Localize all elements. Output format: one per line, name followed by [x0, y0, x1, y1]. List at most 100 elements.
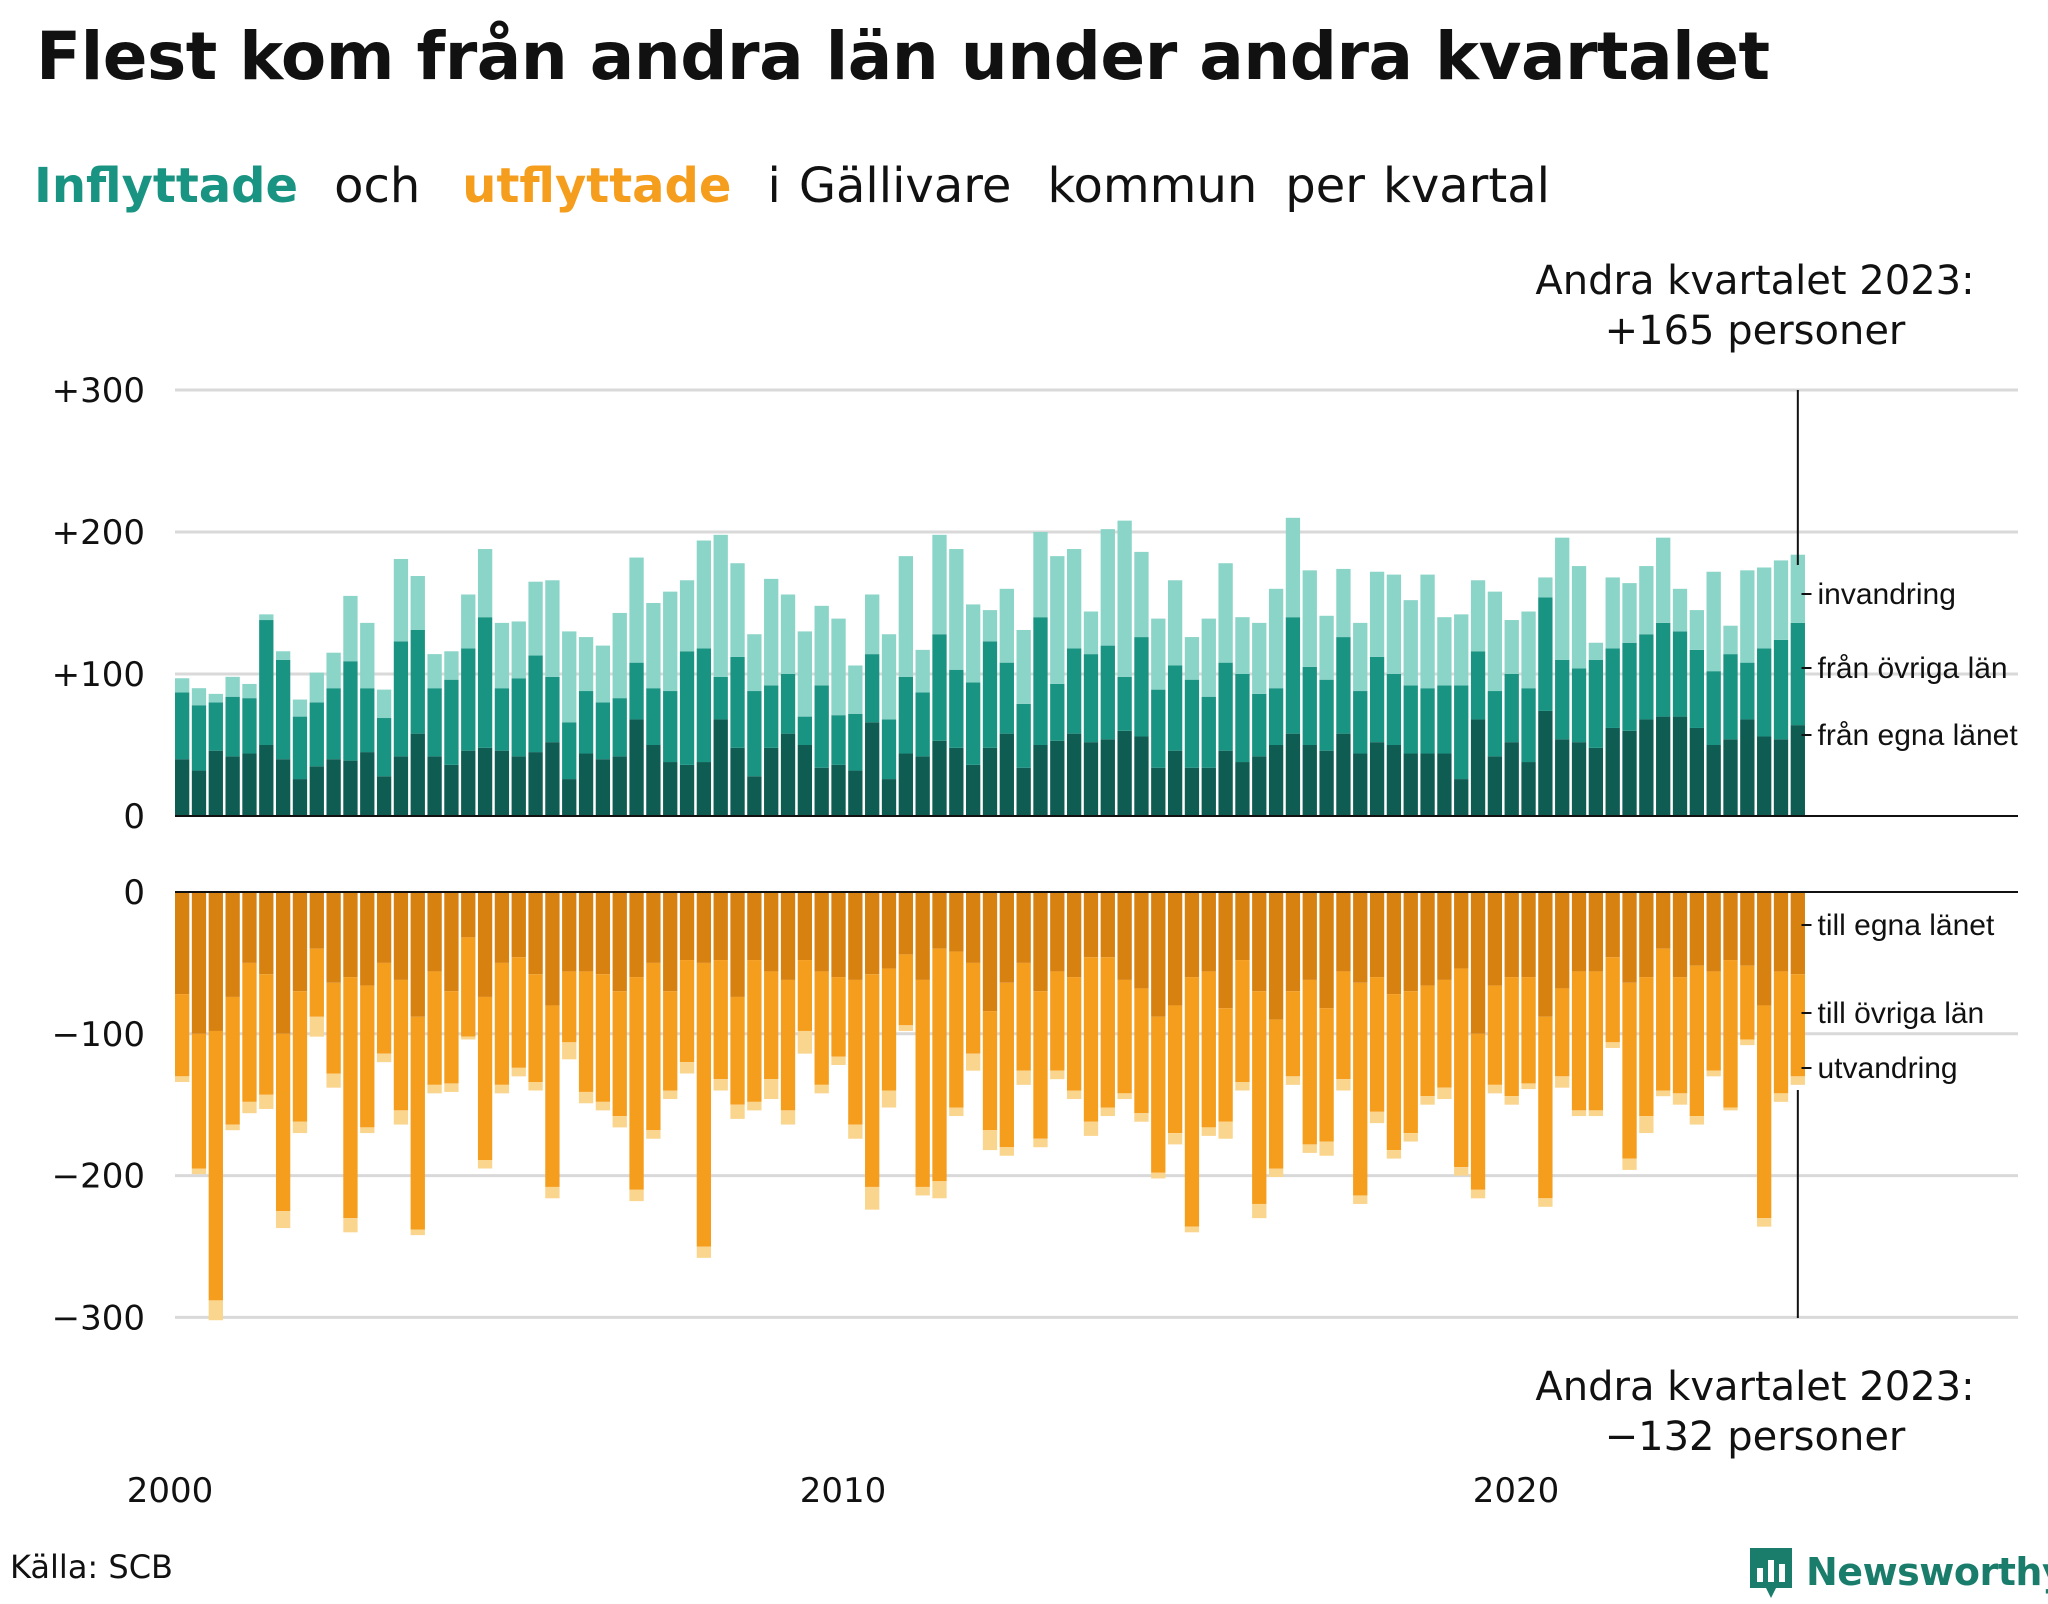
bar-in-segment [1050, 740, 1065, 816]
bar-in-segment [1353, 691, 1368, 754]
bar-out-segment [1588, 892, 1604, 972]
bar-in-segment [1033, 617, 1048, 745]
bar-in-segment [1184, 637, 1200, 680]
bar-out-segment [1689, 892, 1704, 966]
bar-in-segment [511, 621, 526, 679]
bar-out-segment [393, 979, 409, 1111]
bar-out-segment [696, 962, 712, 1247]
bar-out-segment [747, 1101, 762, 1111]
bar-out-segment [1672, 892, 1688, 978]
bar-out-segment [1487, 892, 1503, 986]
bar-out-segment [966, 892, 981, 963]
bar-in-segment [1571, 566, 1587, 669]
bar-in-segment [376, 689, 392, 719]
bar-in-segment [1235, 674, 1250, 763]
bar-in-segment [1167, 665, 1183, 751]
bar-in-segment [1773, 639, 1789, 740]
axes [175, 390, 2018, 1318]
bar-in-segment [1740, 719, 1755, 816]
bar-out-segment [1470, 1033, 1486, 1190]
bar-in-segment [225, 756, 240, 816]
bar-out-segment [865, 974, 880, 1187]
bar-out-segment [1420, 892, 1435, 986]
bar-in-segment [1268, 688, 1284, 745]
bar-out-segment [477, 1160, 493, 1169]
bar-out-segment [1100, 1107, 1115, 1117]
series-label-in: från övriga län [1818, 652, 2008, 685]
bar-in-segment [1151, 689, 1166, 768]
bar-out-segment [865, 1186, 880, 1210]
y-tick-bottom: −300 [52, 1298, 145, 1338]
bar-in-segment [1151, 618, 1166, 690]
bar-out-segment [612, 991, 627, 1117]
bar-in-segment [915, 756, 930, 816]
bar-out-segment [1555, 988, 1570, 1077]
bar-in-segment [1773, 739, 1789, 816]
bar-in-segment [696, 762, 712, 816]
bar-in-segment [326, 688, 341, 760]
bar-out-segment [982, 1130, 998, 1151]
bar-out-segment [393, 892, 409, 980]
bar-in-segment [1689, 649, 1704, 728]
bar-in-segment [1134, 637, 1149, 737]
bar-out-segment [764, 892, 779, 972]
bar-in-segment [1201, 618, 1216, 697]
bar-out-segment [1151, 1016, 1166, 1173]
bar-in-segment [848, 665, 863, 714]
bar-out-segment [309, 892, 324, 949]
bar-in-segment [461, 594, 476, 649]
bar-out-segment [1723, 960, 1738, 1108]
bar-out-segment [629, 1189, 644, 1202]
bar-in-segment [376, 776, 392, 816]
bar-out-segment [259, 974, 274, 1095]
bar-in-segment [932, 634, 947, 741]
bar-out-segment [814, 892, 829, 972]
bar-in-segment [881, 634, 897, 720]
bar-in-segment [1268, 588, 1284, 689]
bar-out-segment [242, 892, 257, 963]
bar-out-segment [713, 1079, 728, 1091]
bar-in-segment [259, 745, 274, 816]
bar-in-segment [1790, 554, 1805, 623]
bar-in-segment [831, 764, 846, 816]
bar-out-segment [1235, 960, 1250, 1083]
bar-out-segment [1403, 1133, 1418, 1142]
subtitle-word-kommun: kommun [1047, 158, 1258, 214]
bar-in-segment [410, 576, 425, 630]
bar-in-segment [1790, 622, 1805, 726]
bar-out-segment [562, 892, 577, 972]
bar-in-segment [545, 676, 560, 743]
bar-in-segment [1285, 517, 1301, 618]
bar-in-segment [949, 747, 964, 816]
bar-out-segment [663, 1090, 678, 1100]
bar-out-segment [1757, 1005, 1772, 1219]
bar-in-segment [175, 692, 190, 760]
bar-in-segment [444, 679, 459, 765]
bar-in-segment [545, 580, 560, 677]
bar-out-segment [562, 971, 577, 1043]
bar-in-segment [999, 733, 1014, 816]
bar-out-segment [730, 892, 745, 997]
bar-out-segment [1083, 892, 1099, 958]
bar-out-segment [1134, 988, 1149, 1114]
bar-out-segment [1740, 892, 1755, 966]
bar-out-segment [494, 1084, 510, 1094]
bar-out-segment [275, 1033, 291, 1212]
bar-in-segment [831, 715, 846, 765]
bar-in-segment [175, 678, 190, 693]
bar-out-segment [1083, 957, 1099, 1122]
bar-in-segment [1454, 614, 1469, 686]
bar-out-segment [831, 892, 846, 978]
bar-in-segment [679, 580, 695, 652]
bar-in-segment [1639, 634, 1654, 720]
bar-in-segment [1386, 745, 1402, 816]
bar-in-segment [1268, 745, 1284, 816]
bar-in-segment [1066, 549, 1082, 649]
bar-out-segment [275, 1211, 291, 1229]
bar-out-segment [376, 962, 392, 1054]
chart-subtitle: Inflyttade och utflyttade i Gällivare kommun p… [34, 158, 1550, 214]
bar-in-segment [982, 747, 998, 816]
bar-in-segment [1470, 580, 1486, 652]
bar-out-segment [444, 991, 459, 1084]
bar-in-segment [831, 618, 846, 716]
